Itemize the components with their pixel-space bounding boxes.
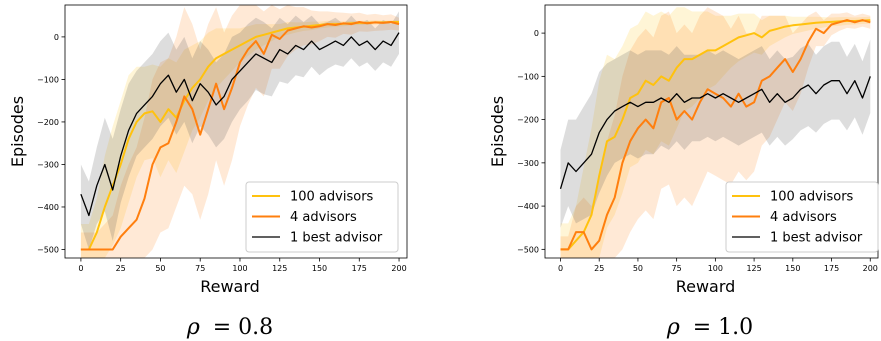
legend-entry: 100 advisors [770,190,854,205]
panel-caption: ρ = 0.8 [186,315,273,340]
axes-frame [64,4,408,259]
legend-box [245,181,399,253]
x-tick-label: 200 [391,264,406,273]
x-axis-label: Reward [676,277,736,296]
y-axis-label: Episodes [488,96,507,167]
x-tick-label: 0 [78,264,83,273]
series-band-1 [80,5,400,258]
x-tick-label: 50 [155,264,165,273]
series-line-0 [560,19,871,251]
series-band-1 [560,7,871,259]
legend-entry: 4 advisors [290,210,357,225]
y-tick-label: −100 [517,72,539,81]
chart-panel-0: 0 25 50 75 100 125 150 175 200 0 −100 −200 −300 −400 −… [8,4,408,340]
y-tick-label: −300 [37,160,59,169]
series-band-2 [560,39,871,228]
y-tick-label: −400 [37,203,59,212]
y-axis-label: Episodes [8,96,27,167]
x-tick-label: 200 [863,264,878,273]
legend-entry: 4 advisors [770,210,837,225]
x-axis-label: Reward [200,277,260,296]
chart-panel-1: 0 25 50 75 100 125 150 175 200 0 −100 −200 −300 −400 −… [488,4,879,340]
x-tick-label: 75 [672,264,682,273]
panel-caption: ρ = 1.0 [666,315,753,340]
series-line-2 [80,32,400,217]
x-tick-label: 75 [195,264,205,273]
x-tick-label: 50 [633,264,643,273]
y-tick-label: −100 [37,75,59,84]
y-tick-label: 0 [534,29,539,38]
x-tick-label: 150 [312,264,327,273]
legend: 100 advisors 4 advisors 1 best advisor [725,181,879,253]
y-tick-label: −300 [517,159,539,168]
caption-symbol: ρ [186,315,200,340]
y-tick-label: 0 [54,33,59,42]
legend-box [725,181,879,253]
series-band-0 [80,20,400,258]
x-tick-label: 150 [785,264,800,273]
x-tick-label: 0 [558,264,563,273]
x-tick-label: 25 [594,264,604,273]
legend-entry: 100 advisors [290,190,374,205]
y-tick-label: −500 [37,245,59,254]
y-tick-label: −200 [37,118,59,127]
series-line-1 [80,21,400,251]
series-band-0 [560,7,871,259]
legend: 100 advisors 4 advisors 1 best advisor [245,181,399,253]
x-tick-label: 125 [272,264,287,273]
y-tick-label: −400 [517,202,539,211]
caption-value: = 1.0 [686,315,753,340]
caption-symbol: ρ [666,315,680,340]
axes-frame [544,4,879,259]
legend-entry: 1 best advisor [770,231,863,246]
x-tick-label: 100 [708,264,723,273]
series-band-2 [80,11,400,250]
series-line-2 [559,76,871,189]
x-tick-label: 100 [232,264,247,273]
x-tick-label: 175 [352,264,367,273]
caption-value: = 0.8 [206,315,273,340]
x-tick-label: 125 [746,264,761,273]
x-tick-label: 175 [824,264,839,273]
y-tick-label: −500 [517,245,539,254]
series-line-1 [560,19,871,251]
x-tick-label: 25 [116,264,126,273]
legend-entry: 1 best advisor [290,231,383,246]
y-tick-label: −200 [517,116,539,125]
